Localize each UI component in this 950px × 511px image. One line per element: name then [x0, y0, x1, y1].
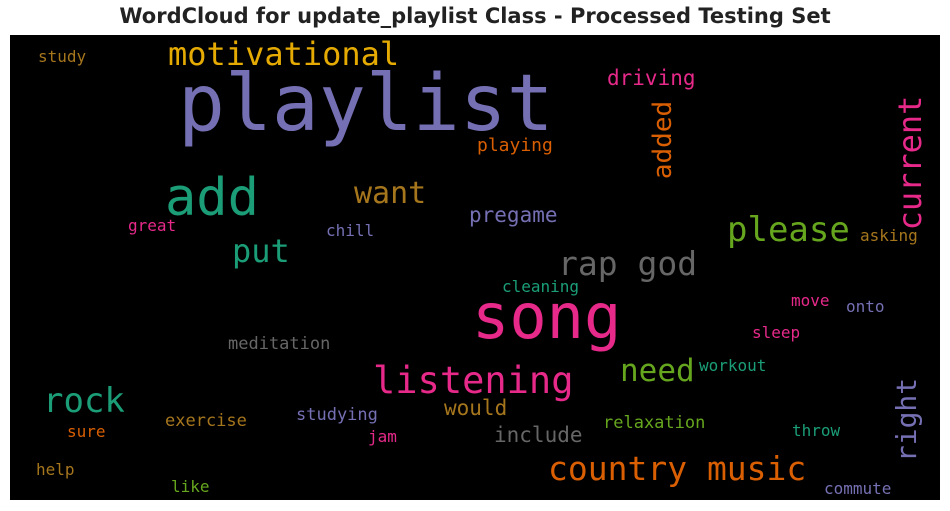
word-jam: jam	[368, 427, 397, 446]
word-studying: studying	[296, 405, 378, 425]
word-chill: chill	[326, 221, 374, 240]
word-right: right	[890, 378, 923, 462]
word-commute: commute	[824, 479, 891, 498]
word-meditation: meditation	[228, 334, 330, 354]
word-include: include	[494, 423, 583, 447]
word-pregame: pregame	[469, 203, 558, 227]
word-move: move	[791, 291, 830, 310]
word-sure: sure	[67, 422, 106, 441]
word-rap-god: rap god	[558, 244, 697, 283]
word-playlist: playlist	[178, 59, 554, 149]
word-asking: asking	[860, 226, 918, 245]
word-added: added	[648, 101, 678, 179]
wordcloud-svg: playlist song add country music listening mot…	[36, 35, 929, 498]
word-sleep: sleep	[752, 323, 800, 342]
word-put: put	[232, 232, 290, 270]
word-country-music: country music	[548, 449, 806, 488]
word-like: like	[171, 477, 210, 496]
word-want: want	[354, 176, 426, 211]
word-rock: rock	[43, 381, 125, 421]
word-study: study	[38, 47, 87, 66]
word-onto: onto	[846, 297, 885, 316]
word-listening: listening	[373, 359, 573, 402]
word-workout: workout	[699, 356, 766, 375]
word-current: current	[891, 96, 929, 231]
word-cleaning: cleaning	[502, 277, 579, 296]
word-motivational: motivational	[168, 35, 399, 73]
wordcloud-canvas: playlist song add country music listening mot…	[10, 35, 940, 500]
word-song: song	[472, 280, 621, 353]
word-throw: throw	[792, 421, 841, 440]
word-add: add	[165, 168, 259, 228]
word-would: would	[444, 396, 507, 420]
chart-title: WordCloud for update_playlist Class - Pr…	[119, 4, 831, 28]
word-please: please	[727, 210, 850, 250]
word-driving: driving	[607, 66, 696, 90]
word-help: help	[36, 460, 75, 479]
word-need: need	[620, 353, 695, 389]
word-great: great	[128, 216, 176, 235]
word-playing: playing	[477, 135, 553, 156]
word-exercise: exercise	[165, 411, 247, 431]
word-relaxation: relaxation	[603, 413, 705, 433]
